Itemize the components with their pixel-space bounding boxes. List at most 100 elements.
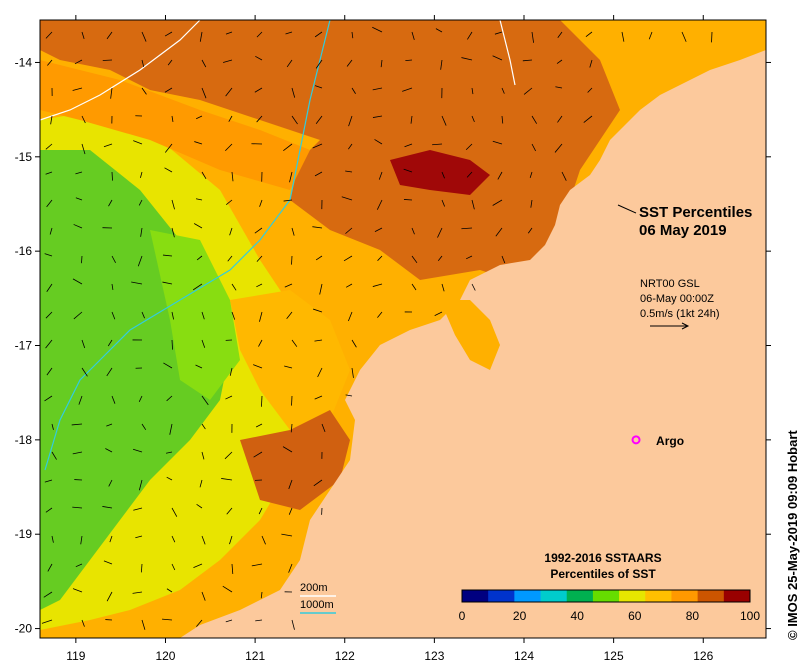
ocean-orange-north-strip	[40, 60, 310, 190]
wind-vector	[527, 227, 533, 234]
wind-vector	[471, 115, 475, 123]
wind-vector	[132, 448, 143, 453]
wind-vector	[291, 619, 295, 630]
wind-vector	[164, 87, 173, 93]
contour-200m	[39, 19, 516, 121]
wind-vector	[348, 311, 353, 322]
wind-vector	[587, 87, 593, 93]
wind-vector	[45, 171, 53, 175]
wind-vector	[199, 31, 203, 42]
wind-vector	[437, 255, 443, 261]
wind-vector	[73, 224, 83, 229]
wind-vector	[50, 115, 53, 125]
wind-vector	[314, 171, 323, 177]
wind-vector	[75, 171, 83, 175]
wind-vector	[164, 31, 173, 37]
wind-vector	[348, 115, 353, 127]
wind-vector	[314, 85, 323, 89]
wind-vector	[492, 140, 503, 145]
lon-tick-label: 119	[66, 649, 85, 663]
wind-vector	[72, 87, 83, 91]
wind-vector	[137, 255, 143, 267]
wind-vector	[231, 311, 236, 320]
wind-vector	[164, 167, 173, 173]
wind-vector	[229, 535, 233, 545]
wind-vector	[194, 141, 203, 145]
wind-vector	[225, 619, 233, 623]
colorbar-segment	[619, 590, 646, 602]
wind-vector	[201, 59, 207, 68]
wind-vector	[192, 283, 203, 291]
wind-vector	[162, 254, 173, 257]
wind-vector	[141, 423, 147, 431]
wind-vector	[312, 143, 323, 149]
wind-vector	[315, 255, 323, 261]
wind-vector	[171, 507, 178, 517]
wind-vector	[231, 563, 234, 574]
wind-vector	[285, 31, 293, 35]
wind-vector	[111, 283, 114, 291]
wind-vector	[288, 507, 293, 515]
wind-vector	[164, 143, 173, 153]
wind-vector	[402, 87, 413, 92]
wind-vector	[106, 591, 113, 602]
wind-vector	[162, 281, 173, 285]
wind-vector	[141, 87, 147, 95]
wind-vector	[201, 339, 206, 348]
lon-tick-label: 120	[155, 649, 175, 663]
wind-vector	[585, 31, 593, 37]
lat-tick-label: -16	[15, 244, 33, 258]
wind-vector	[231, 283, 237, 291]
wind-vector	[140, 227, 143, 237]
wind-vector	[283, 143, 293, 152]
ocean-dark-red-patch	[390, 150, 490, 195]
wind-vector	[51, 451, 57, 460]
wind-vector	[380, 59, 383, 68]
wind-vector	[312, 308, 323, 313]
wind-vector	[166, 395, 173, 402]
legend-title-line2: Percentiles of SST	[550, 567, 656, 581]
colorbar-segment	[592, 590, 620, 602]
wind-vector	[161, 618, 173, 621]
wind-vector	[254, 87, 263, 93]
wind-vector	[461, 57, 473, 61]
wind-vector	[171, 199, 175, 210]
colorbar-tick-label: 40	[571, 609, 585, 623]
wind-vector	[43, 591, 53, 598]
wind-vector	[341, 196, 353, 201]
wind-vector	[314, 395, 323, 400]
plot-frame	[39, 19, 767, 639]
wind-vector	[288, 479, 293, 490]
wind-vector	[201, 591, 206, 601]
wind-vector	[441, 283, 445, 292]
wind-vector	[403, 199, 413, 201]
wind-vector	[471, 199, 475, 210]
wind-vector	[103, 143, 113, 148]
wind-vector	[351, 31, 354, 39]
wind-vector	[282, 446, 293, 453]
wind-vector	[648, 31, 653, 40]
wind-vector	[529, 171, 533, 178]
lon-tick-label: 122	[335, 649, 355, 663]
legend-title-line1: 1992-2016 SSTAARS	[544, 551, 661, 565]
wind-vector	[201, 423, 206, 430]
wind-vector	[167, 59, 173, 66]
wind-vector	[435, 28, 443, 33]
wind-vector	[171, 563, 176, 571]
wind-vector	[319, 283, 323, 295]
wind-vector	[78, 395, 83, 405]
contour-1000m	[44, 19, 331, 471]
wind-vector	[557, 31, 563, 39]
wind-vector	[201, 395, 209, 406]
wind-vector	[258, 507, 263, 515]
wind-vector	[315, 115, 323, 124]
wind-vector	[102, 506, 113, 509]
wind-vector	[171, 115, 174, 122]
colorbar-segment	[488, 590, 515, 602]
wind-vector	[315, 59, 323, 69]
wind-vector	[404, 143, 413, 148]
wind-vector	[531, 143, 536, 152]
wind-vector	[256, 283, 263, 288]
wind-vector	[46, 367, 53, 376]
